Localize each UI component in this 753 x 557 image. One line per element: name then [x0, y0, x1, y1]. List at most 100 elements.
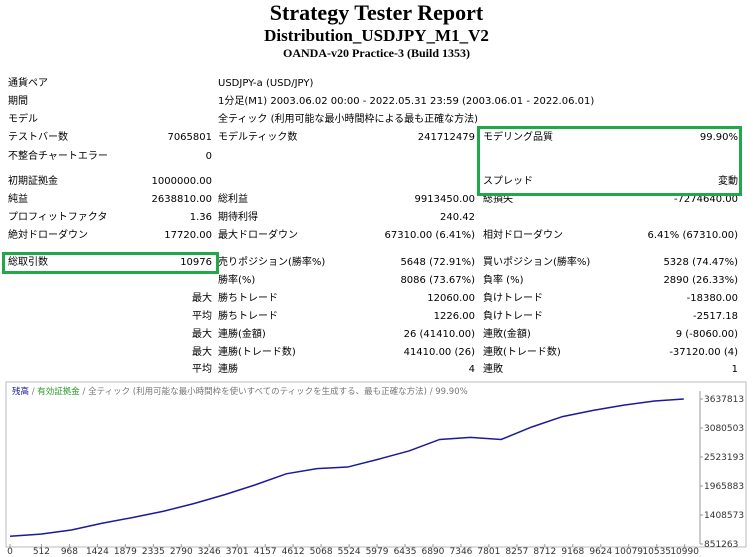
x-tick-label: 8712 — [533, 547, 556, 557]
quality: 99.90% — [435, 387, 468, 397]
cell: 連勝(金額) — [218, 329, 266, 340]
cell: 26 (41410.00) — [403, 329, 475, 340]
cell: 12060.00 — [427, 293, 475, 304]
cell: 2890 (26.33%) — [663, 275, 738, 286]
cell: 絶対ドローダウン — [8, 230, 88, 241]
cell: 勝率(%) — [218, 275, 256, 286]
separator: / — [82, 387, 86, 397]
cell: 2638810.00 — [151, 194, 212, 205]
x-tick-label: 0 — [7, 547, 13, 557]
chart: 851263 1408573 1965883 2523193 3080503 363781… — [5, 381, 747, 557]
x-tick-label: 968 — [61, 547, 78, 557]
cell: プロフィットファクタ — [8, 212, 108, 223]
cell: 99.90% — [699, 132, 738, 143]
cell: スプレッド — [483, 176, 533, 187]
cell: 5328 (74.47%) — [663, 257, 738, 268]
cell: テストバー数 — [8, 132, 68, 143]
cell: モデリング品質 — [483, 132, 553, 143]
cell: -18380.00 — [686, 293, 738, 304]
x-tick-label: 7801 — [477, 547, 500, 557]
legend-item: 残高 — [12, 387, 30, 397]
cell: 67310.00 (6.41%) — [384, 230, 475, 241]
cell: 最大ドローダウン — [218, 230, 298, 241]
y-tick-label: 1408573 — [704, 511, 744, 521]
cell: 勝ちトレード — [218, 311, 278, 322]
cell: 平均 — [192, 311, 212, 322]
x-tick-label: 5068 — [310, 547, 333, 557]
x-tick-label: 8257 — [505, 547, 528, 557]
y-tick-label: 3637813 — [704, 395, 744, 405]
x-tick-label: 4612 — [282, 547, 305, 557]
x-tick-label: 4157 — [254, 547, 277, 557]
cell: -7274640.00 — [673, 194, 738, 205]
x-tick-label: 3701 — [226, 547, 249, 557]
cell: 連勝(トレード数) — [218, 347, 296, 358]
y-tick-label: 1965883 — [704, 482, 744, 492]
cell: 連敗(トレード数) — [483, 347, 561, 358]
cell: 10976 — [180, 257, 212, 268]
cell: 1.36 — [189, 212, 212, 223]
x-tick-label: 1424 — [86, 547, 109, 557]
cell: 1分足(M1) 2003.06.02 00:00 - 2022.05.31 23… — [218, 96, 595, 107]
cell: 初期証拠金 — [8, 176, 58, 187]
cell: 最大 — [192, 347, 212, 358]
cell: 最大 — [192, 293, 212, 304]
x-tick-label: 6890 — [422, 547, 445, 557]
cell: 9 (-8060.00) — [675, 329, 738, 340]
cell: 相対ドローダウン — [483, 230, 563, 241]
x-tick-label: 5524 — [338, 547, 361, 557]
cell: 1226.00 — [433, 311, 475, 322]
model: 全ティック (利用可能な最小時間枠を使いすべてのティックを生成する、最も正確な方… — [88, 387, 427, 397]
cell: 期待利得 — [218, 212, 258, 223]
y-tick-label: 2523193 — [704, 453, 744, 463]
cell: 17720.00 — [164, 230, 212, 241]
title: Strategy Tester Report — [269, 0, 484, 25]
chart-frame — [5, 381, 747, 548]
cell: 負けトレード — [483, 311, 543, 322]
x-tick-label: 9624 — [589, 547, 612, 557]
separator: / — [429, 387, 433, 397]
highlight-box — [2, 252, 219, 274]
cell: 総取引数 — [8, 257, 48, 268]
server: OANDA-v20 Practice-3 (Build 1353) — [283, 46, 470, 60]
chart-legend: 残高 / 有効証拠金 / 全ティック (利用可能な最小時間枠を使いすべてのティッ… — [12, 385, 468, 397]
highlight-box — [477, 126, 742, 196]
x-tick-label: 6435 — [394, 547, 417, 557]
cell: 連敗 — [483, 364, 503, 375]
separator: / — [31, 387, 35, 397]
y-tick-label: 851263 — [704, 540, 738, 550]
cell: 買いポジション(勝率%) — [483, 257, 591, 268]
x-tick-label: 10990 — [670, 547, 699, 557]
cell: USDJPY-a (USD/JPY) — [218, 78, 314, 89]
cell: 負けトレード — [483, 293, 543, 304]
x-tick-label: 2790 — [170, 547, 193, 557]
subtitle: Distribution_USDJPY_M1_V2 — [264, 26, 489, 45]
cell: 全ティック (利用可能な最小時間枠による最も正確な方法) — [218, 114, 479, 125]
cell: 負率 (%) — [483, 275, 524, 286]
cell: 連勝 — [218, 364, 238, 375]
cell: 不整合チャートエラー — [8, 151, 108, 162]
x-tick-label: 5979 — [366, 547, 389, 557]
x-tick-label: 1879 — [114, 547, 137, 557]
cell: 7065801 — [167, 132, 212, 143]
cell: -2517.18 — [693, 311, 738, 322]
cell: 241712479 — [417, 132, 475, 143]
x-tick-label: 2335 — [142, 547, 165, 557]
x-tick-label: 10535 — [642, 547, 671, 557]
cell: 240.42 — [440, 212, 475, 223]
cell: 期間 — [8, 96, 28, 107]
cell: 4 — [468, 364, 475, 375]
x-tick-label: 3246 — [198, 547, 221, 557]
cell: 変動 — [718, 176, 738, 187]
x-tick-label: 7346 — [450, 547, 473, 557]
cell: 1000000.00 — [151, 176, 212, 187]
cell: モデルティック数 — [218, 132, 298, 143]
cell: 9913450.00 — [414, 194, 475, 205]
cell: 純益 — [8, 194, 28, 205]
cell: 通貨ペア — [8, 78, 48, 89]
y-tick-label: 3080503 — [704, 424, 744, 434]
cell: モデル — [8, 114, 38, 125]
cell: -37120.00 (4) — [669, 347, 738, 358]
cell: 平均 — [192, 364, 212, 375]
